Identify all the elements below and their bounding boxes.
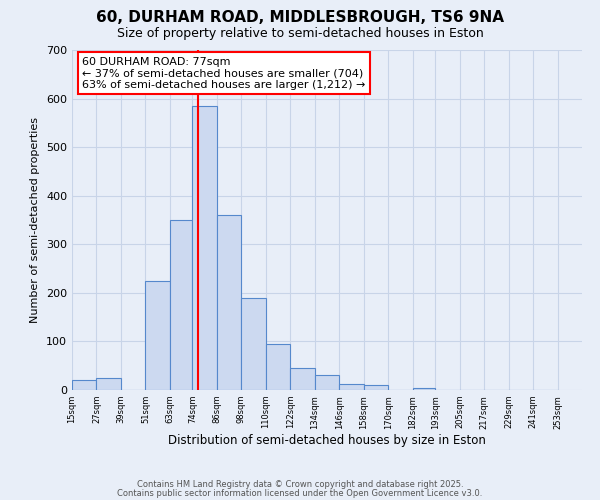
Bar (266, 344, 290, 390)
Text: Contains public sector information licensed under the Open Government Licence v3: Contains public sector information licen… (118, 489, 482, 498)
Bar (315, 376, 339, 390)
Text: 60, DURHAM ROAD, MIDDLESBROUGH, TS6 9NA: 60, DURHAM ROAD, MIDDLESBROUGH, TS6 9NA (96, 10, 504, 25)
Bar (364, 385, 388, 390)
Bar (97, 378, 121, 390)
X-axis label: Distribution of semi-detached houses by size in Eston: Distribution of semi-detached houses by … (168, 434, 486, 447)
Bar (290, 368, 315, 390)
Y-axis label: Number of semi-detached properties: Number of semi-detached properties (31, 117, 40, 323)
Bar (72, 380, 97, 390)
Bar (217, 215, 241, 390)
Bar (339, 384, 364, 390)
Text: 60 DURHAM ROAD: 77sqm
← 37% of semi-detached houses are smaller (704)
63% of sem: 60 DURHAM ROAD: 77sqm ← 37% of semi-deta… (82, 57, 365, 90)
Text: Contains HM Land Registry data © Crown copyright and database right 2025.: Contains HM Land Registry data © Crown c… (137, 480, 463, 489)
Bar (170, 220, 193, 390)
Bar (413, 388, 435, 390)
Text: Size of property relative to semi-detached houses in Eston: Size of property relative to semi-detach… (116, 28, 484, 40)
Bar (241, 298, 266, 390)
Bar (145, 280, 170, 390)
Bar (193, 106, 217, 390)
